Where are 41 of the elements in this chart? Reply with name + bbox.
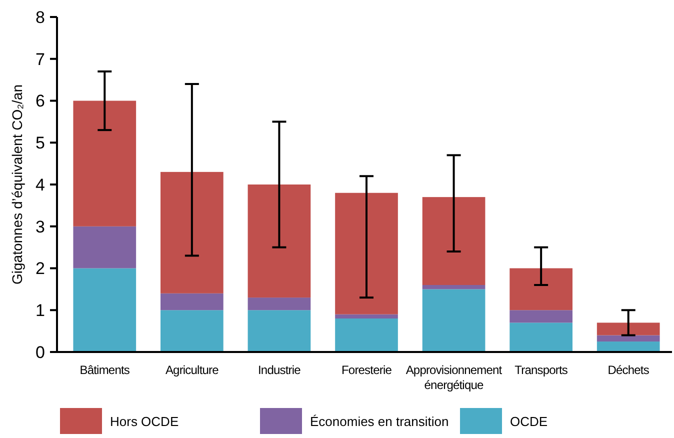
- bar: [73, 268, 136, 352]
- bar: [160, 310, 224, 352]
- y-tick-label: 5: [36, 134, 45, 153]
- bar: [73, 226, 136, 268]
- bar: [160, 172, 224, 294]
- bar: [335, 314, 398, 318]
- y-tick-label: 2: [36, 259, 45, 278]
- y-tick-label: 6: [36, 92, 45, 111]
- y-tick-label: 8: [36, 8, 45, 27]
- x-tick-label: Bâtiments: [80, 363, 130, 377]
- y-tick-label: 7: [36, 50, 45, 69]
- y-tick-label: 0: [36, 342, 45, 362]
- bar: [510, 322, 572, 352]
- bar: [596, 322, 660, 336]
- bar: [422, 197, 486, 285]
- bar: [510, 310, 572, 323]
- bar: [335, 192, 398, 314]
- y-tick-label: 3: [36, 217, 45, 236]
- bar: [596, 342, 660, 352]
- bar: [422, 285, 486, 290]
- y-tick-label: 4: [36, 175, 45, 194]
- legend-label: Hors OCDE: [110, 414, 179, 429]
- x-tick-label: Déchets: [608, 363, 650, 377]
- x-tick-label: Agriculture: [165, 363, 220, 377]
- bar: [510, 268, 572, 310]
- x-tick-label: Industrie: [258, 363, 302, 377]
- legend-label: OCDE: [510, 414, 548, 429]
- bar: [248, 310, 311, 352]
- bar: [422, 289, 486, 352]
- bar: [335, 318, 398, 352]
- legend-label: Économies en transition: [310, 414, 449, 429]
- x-tick-label: Foresterie: [341, 363, 392, 377]
- bar: [248, 184, 311, 298]
- y-axis-title: Gigatonnes d’équivalent CO₂/an: [9, 84, 25, 285]
- x-tick-label: Transports: [514, 363, 568, 377]
- bar: [248, 298, 311, 310]
- bar: [596, 335, 660, 342]
- x-tick-label: Approvisionnement énergétique: [406, 363, 503, 392]
- y-tick-label: 1: [36, 301, 45, 320]
- bar: [73, 100, 136, 226]
- bar: [160, 293, 224, 310]
